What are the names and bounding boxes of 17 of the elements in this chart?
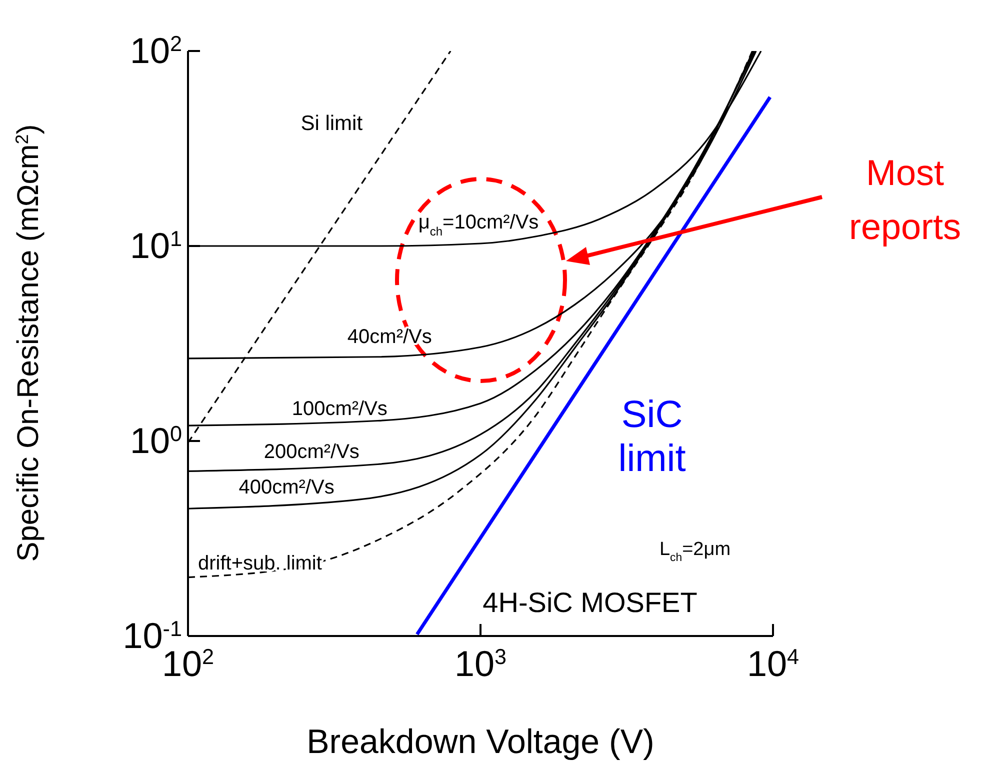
x-axis-title: Breakdown Voltage (V) (306, 723, 654, 761)
series-label: SiC limit (618, 394, 686, 480)
annotation: 4H-SiC MOSFET (482, 587, 698, 618)
series-label: 40cm²/Vs (347, 326, 432, 348)
y-tick-label: 10$^{0}$ (130, 420, 182, 461)
series-label: 100cm²/Vs (292, 398, 388, 420)
annotation: L$_{ch}$=2μm (659, 539, 731, 564)
series-label: 400cm²/Vs (238, 476, 334, 499)
series-label: 200cm²/Vs (264, 441, 360, 464)
x-tick-label: 10$^{3}$ (454, 643, 507, 684)
y-tick-label: 10$^{1}$ (130, 225, 182, 266)
series-label: μ$_{ch}$=10cm²/Vs (418, 211, 539, 238)
y-tick-label: 10$^{2}$ (130, 30, 182, 71)
x-tick-label: 10$^{4}$ (746, 643, 800, 684)
series-label: drift+sub. limit (198, 552, 322, 574)
text: Most reports (848, 152, 962, 247)
series-label: Si limit (300, 112, 363, 135)
